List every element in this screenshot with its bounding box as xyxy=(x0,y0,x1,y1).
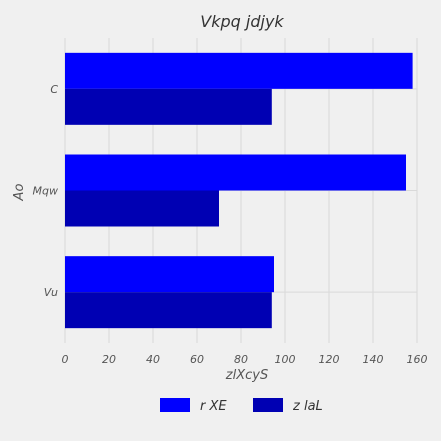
bar-series-1 xyxy=(65,52,413,89)
x-tick-label: 140 xyxy=(363,353,384,366)
y-tick-label: C xyxy=(50,83,58,96)
y-ticks: Vu Mqw C xyxy=(33,83,59,299)
x-axis-label: zlXcyS xyxy=(225,368,268,383)
bars xyxy=(65,52,413,329)
legend-label: r XE xyxy=(200,399,227,414)
legend: r XE z laL xyxy=(160,398,323,414)
bar-series-2 xyxy=(65,292,272,329)
x-ticks: 0 20 40 60 80 100 120 140 160 xyxy=(62,353,428,366)
legend-label: z laL xyxy=(292,399,323,414)
x-tick-label: 80 xyxy=(234,353,248,366)
bar-series-2 xyxy=(65,190,219,227)
y-axis-label: Ao xyxy=(12,184,27,202)
bar-series-1 xyxy=(65,154,406,191)
x-tick-label: 100 xyxy=(275,353,296,366)
bar-series-2 xyxy=(65,88,272,125)
x-tick-label: 60 xyxy=(190,353,204,366)
x-tick-label: 160 xyxy=(407,353,428,366)
chart-title: Vkpq jdjyk xyxy=(200,12,284,31)
legend-swatch xyxy=(160,398,190,412)
legend-swatch xyxy=(253,398,283,412)
bar-series-1 xyxy=(65,256,274,293)
x-tick-label: 120 xyxy=(319,353,340,366)
x-tick-label: 40 xyxy=(146,353,160,366)
y-tick-label: Mqw xyxy=(33,185,58,198)
y-tick-label: Vu xyxy=(44,286,58,299)
x-tick-label: 0 xyxy=(62,353,69,366)
x-tick-label: 20 xyxy=(102,353,116,366)
